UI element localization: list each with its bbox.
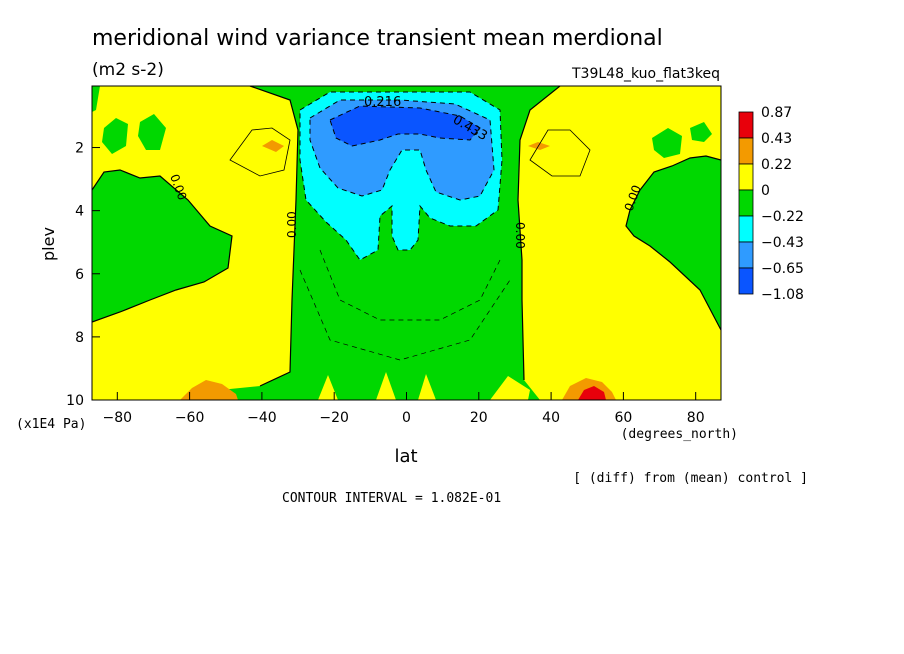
field-yellow-island: [318, 375, 338, 400]
field-yellow-island: [490, 376, 530, 400]
x-axis: −80 −60 −40 −20 0 20 40 60 80: [103, 392, 705, 426]
colorbar-swatch: [738, 111, 754, 139]
colorbar-label: −0.22: [761, 209, 804, 225]
colorbar-label: 0.43: [761, 131, 792, 147]
field-green-blob: [102, 118, 128, 154]
contour-interval: CONTOUR INTERVAL = 1.082E-01: [282, 491, 501, 506]
contour-line: [229, 127, 291, 177]
plot-area: 0.216 0.433 0.00 0.00 0.00 0.00 −80 −60 −4…: [66, 85, 722, 426]
colorbar-swatch: [738, 267, 754, 295]
field-orange-small: [262, 140, 284, 152]
contour-neg-mid: [309, 99, 495, 201]
units-label: (m2 s-2): [92, 60, 164, 80]
colorbar-swatch: [738, 189, 754, 217]
colorbar-swatch: [738, 215, 754, 243]
field-green-blob: [690, 122, 712, 142]
contour-neg-outer: [299, 91, 503, 261]
colorbar: 0.87 0.43 0.22 0 −0.22 −0.43 −0.65 −1.08: [738, 105, 804, 303]
contour-zero-left: [249, 86, 299, 387]
x-tick-label: −60: [175, 410, 205, 426]
y-tick-label: 8: [75, 330, 84, 346]
colorbar-label: 0.22: [761, 157, 792, 173]
contour-zero-right: [517, 86, 561, 381]
x-tick-label: 40: [542, 410, 560, 426]
contour-label: 0.216: [364, 95, 401, 110]
colorbar-label: −1.08: [761, 287, 804, 303]
contour-neg-weak: [319, 249, 501, 321]
field-orange-left: [180, 380, 238, 400]
x-tick-label: −20: [319, 410, 349, 426]
field-green-right: [626, 156, 721, 330]
colorbar-swatch: [738, 241, 754, 269]
field-yellow-island: [418, 374, 436, 400]
colorbar-label: −0.65: [761, 261, 804, 277]
contour-zero-right-region: [625, 155, 721, 331]
colorbar-swatch: [738, 163, 754, 191]
contour-neg-inner: [329, 105, 481, 147]
footnote: [ (diff) from (mean) control ]: [573, 471, 808, 486]
x-tick-label: −80: [103, 410, 133, 426]
colorbar-label: 0: [761, 183, 770, 199]
y-axis-units: (x1E4 Pa): [16, 417, 86, 432]
y-tick-label: 4: [75, 204, 84, 220]
y-tick-label: 10: [66, 393, 84, 409]
field-green-blob: [138, 114, 166, 150]
contour-line: [529, 129, 591, 177]
x-tick-label: −40: [247, 410, 277, 426]
experiment-label: T39L48_kuo_flat3keq: [571, 66, 720, 82]
colorbar-label: 0.87: [761, 105, 792, 121]
field-deepblue: [330, 106, 480, 146]
colorbar-label: −0.43: [761, 235, 804, 251]
y-axis-title: plev: [39, 227, 58, 261]
colorbar-swatch: [738, 137, 754, 165]
x-tick-label: 20: [470, 410, 488, 426]
contour-label: 0.00: [513, 222, 527, 249]
field-yellow-island: [376, 372, 396, 400]
y-tick-label: 6: [75, 267, 84, 283]
field-red-right: [578, 386, 606, 400]
x-tick-label: 60: [614, 410, 632, 426]
field-green-edge: [92, 86, 100, 112]
field-green-blob: [652, 128, 682, 158]
contour-zero-left-region: [92, 169, 233, 323]
y-tick-label: 2: [75, 141, 84, 157]
x-axis-title: lat: [394, 446, 417, 467]
x-tick-label: 80: [687, 410, 705, 426]
x-axis-units: (degrees_north): [621, 427, 738, 442]
contour-neg-weak: [299, 269, 511, 361]
field-orange-small: [528, 142, 550, 150]
x-tick-label: 0: [402, 410, 411, 426]
contour-label: 0.00: [285, 211, 299, 238]
y-axis: 2 4 6 8 10: [66, 141, 100, 409]
chart-title: meridional wind variance transient mean …: [92, 26, 663, 51]
